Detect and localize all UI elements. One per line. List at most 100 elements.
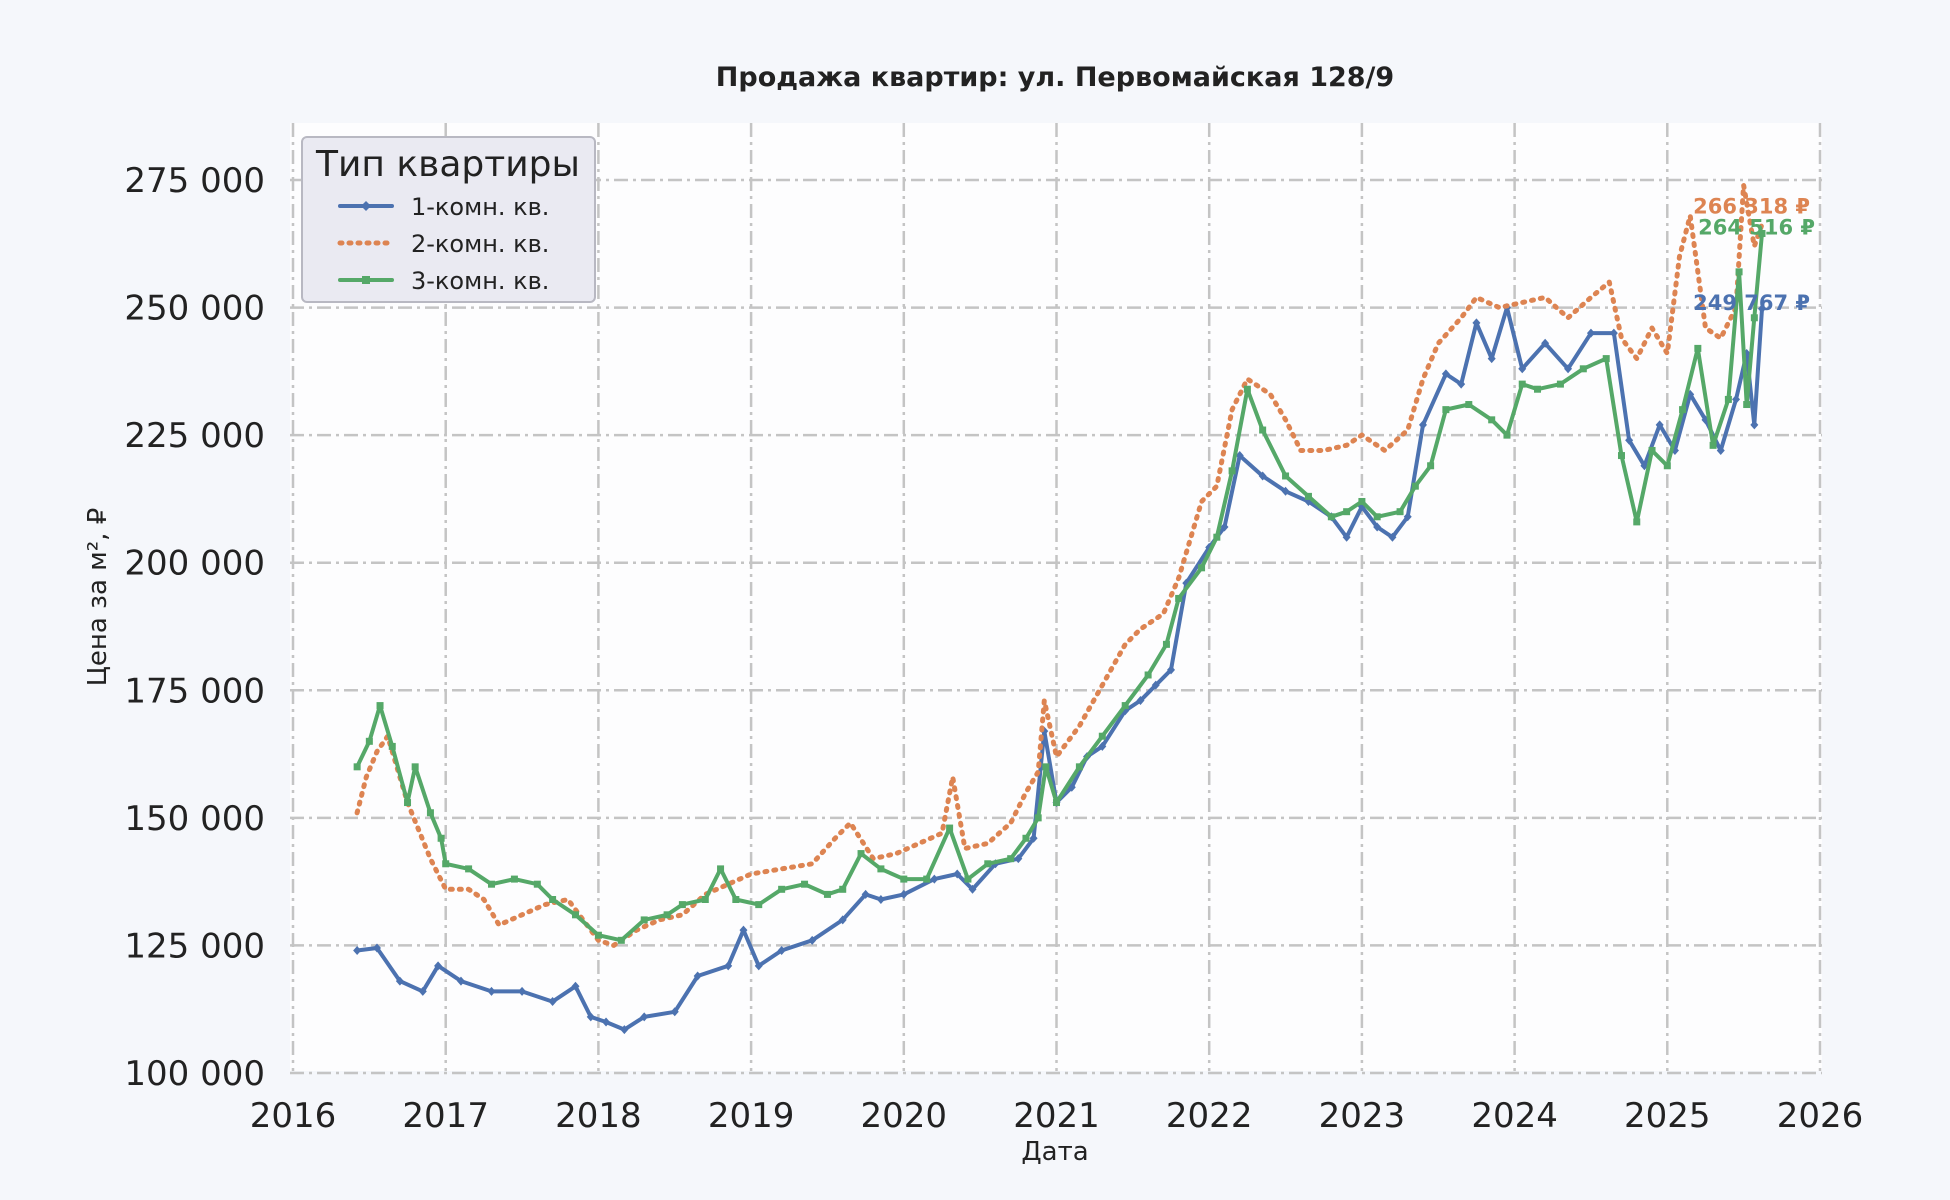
data-point bbox=[533, 880, 541, 888]
data-point bbox=[617, 936, 625, 944]
series-line-2 bbox=[354, 182, 1765, 948]
data-point bbox=[353, 763, 361, 771]
data-point bbox=[1228, 467, 1236, 475]
data-point bbox=[670, 1007, 679, 1017]
data-point bbox=[602, 1017, 611, 1027]
data-point bbox=[620, 1025, 629, 1035]
data-point bbox=[839, 885, 847, 893]
data-point bbox=[456, 976, 465, 986]
data-point bbox=[1282, 472, 1290, 480]
data-point bbox=[663, 911, 671, 919]
data-point bbox=[801, 880, 809, 888]
data-point bbox=[678, 901, 686, 909]
data-point bbox=[1162, 640, 1170, 648]
y-tick-label: 100 000 bbox=[124, 1054, 265, 1094]
data-point bbox=[739, 925, 748, 935]
data-point bbox=[1034, 814, 1042, 822]
data-point bbox=[548, 997, 557, 1007]
data-point bbox=[1198, 564, 1206, 572]
data-point bbox=[1758, 229, 1766, 237]
data-point bbox=[518, 986, 527, 996]
data-point bbox=[1564, 364, 1573, 374]
data-point bbox=[1617, 452, 1625, 460]
x-tick-label: 2021 bbox=[1013, 1096, 1100, 1136]
data-point bbox=[1427, 462, 1435, 470]
data-point bbox=[778, 885, 786, 893]
data-point bbox=[1175, 594, 1183, 602]
legend-label: 2-комн. кв. bbox=[411, 230, 549, 258]
data-point bbox=[465, 865, 473, 873]
y-tick-label: 125 000 bbox=[124, 926, 265, 966]
data-point bbox=[395, 976, 404, 986]
data-point bbox=[1503, 431, 1511, 439]
data-point bbox=[1487, 354, 1496, 364]
data-point bbox=[487, 986, 496, 996]
data-point bbox=[1281, 486, 1290, 496]
y-tick-label: 225 000 bbox=[124, 416, 265, 456]
data-point bbox=[946, 824, 954, 832]
data-point bbox=[1648, 446, 1656, 454]
data-point bbox=[1042, 763, 1050, 771]
data-point bbox=[640, 916, 648, 924]
data-point bbox=[1358, 497, 1366, 505]
y-tick-label: 200 000 bbox=[124, 544, 265, 584]
data-point bbox=[777, 946, 786, 956]
data-point bbox=[808, 935, 817, 945]
data-point bbox=[1418, 420, 1427, 430]
data-point bbox=[857, 850, 865, 858]
data-point bbox=[1609, 328, 1618, 338]
end-value-label: 266 318 ₽ bbox=[1693, 194, 1810, 218]
data-point bbox=[1709, 441, 1717, 449]
data-point bbox=[1750, 420, 1759, 430]
data-point bbox=[953, 869, 962, 879]
data-point bbox=[1220, 522, 1229, 532]
data-point bbox=[1663, 462, 1671, 470]
data-point bbox=[1465, 401, 1473, 409]
data-point bbox=[1373, 522, 1382, 532]
data-point bbox=[372, 943, 381, 953]
data-point bbox=[1022, 834, 1030, 842]
data-point bbox=[549, 896, 557, 904]
data-point bbox=[571, 911, 579, 919]
data-point bbox=[1442, 406, 1450, 414]
data-point bbox=[1488, 416, 1496, 424]
data-point bbox=[1541, 338, 1550, 348]
y-tick-label: 250 000 bbox=[124, 289, 265, 329]
data-point bbox=[877, 865, 885, 873]
data-point bbox=[426, 809, 434, 817]
chart-title: Продажа квартир: ул. Первомайская 128/9 bbox=[716, 62, 1394, 93]
x-tick-label: 2023 bbox=[1319, 1096, 1406, 1136]
data-point bbox=[1144, 671, 1152, 679]
data-point bbox=[586, 1012, 595, 1022]
y-tick-label: 175 000 bbox=[124, 671, 265, 711]
legend-marker bbox=[362, 276, 370, 284]
data-point bbox=[1586, 328, 1595, 338]
data-point bbox=[861, 889, 870, 899]
series-lines bbox=[353, 182, 1766, 1035]
data-point bbox=[1151, 680, 1160, 690]
data-point bbox=[1167, 665, 1176, 675]
data-point bbox=[418, 986, 427, 996]
x-axis-label: Дата bbox=[1021, 1137, 1088, 1167]
data-point bbox=[732, 896, 740, 904]
y-tick-label: 275 000 bbox=[124, 161, 265, 201]
data-point bbox=[388, 742, 396, 750]
end-value-label: 264 516 ₽ bbox=[1698, 215, 1815, 239]
data-point bbox=[900, 875, 908, 883]
data-point bbox=[1602, 355, 1610, 363]
data-point bbox=[755, 901, 763, 909]
data-point bbox=[1342, 532, 1351, 542]
data-point bbox=[365, 737, 373, 745]
data-point bbox=[968, 884, 977, 894]
data-point bbox=[1243, 385, 1251, 393]
data-point bbox=[353, 946, 362, 956]
data-point bbox=[434, 961, 443, 971]
data-point bbox=[1014, 854, 1023, 864]
data-point bbox=[1327, 513, 1335, 521]
data-point bbox=[1625, 435, 1634, 445]
data-point bbox=[838, 915, 847, 925]
data-point bbox=[411, 763, 419, 771]
data-point bbox=[701, 896, 709, 904]
y-axis-label: Цена за м², ₽ bbox=[83, 508, 113, 687]
